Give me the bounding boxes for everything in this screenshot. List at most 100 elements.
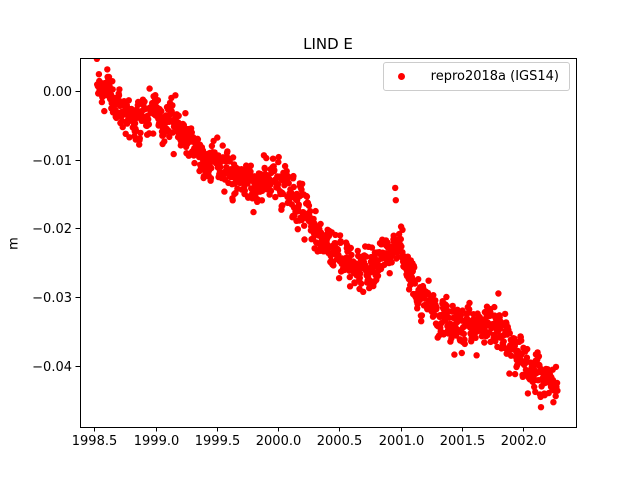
scatter-point bbox=[531, 383, 538, 391]
x-axis-ticks: 1998.5 1999.0 1999.5 2000.0 2000.5 2001.0 2001… bbox=[72, 427, 547, 449]
scatter-point bbox=[241, 187, 248, 194]
scatter-point bbox=[207, 175, 215, 182]
scatter-point bbox=[460, 330, 467, 337]
scatter-point bbox=[397, 235, 404, 243]
scatter-point bbox=[334, 247, 342, 254]
scatter-point-outlier bbox=[392, 184, 399, 192]
scatter-point bbox=[332, 231, 339, 239]
scatter-point bbox=[158, 107, 165, 115]
chart-title: LIND E bbox=[303, 35, 353, 53]
scatter-point bbox=[524, 345, 531, 353]
scatter-point bbox=[305, 202, 313, 209]
x-tick-label: 2002.0 bbox=[501, 434, 547, 449]
scatter-point bbox=[169, 102, 176, 109]
scatter-point bbox=[224, 148, 231, 155]
scatter-point bbox=[295, 201, 302, 208]
scatter-point bbox=[550, 399, 557, 406]
scatter-point bbox=[443, 293, 450, 301]
scatter-point bbox=[415, 276, 422, 283]
x-tick-label: 2000.5 bbox=[317, 434, 363, 449]
scatter-point bbox=[191, 159, 198, 167]
scatter-point bbox=[454, 306, 461, 313]
scatter-point bbox=[208, 164, 215, 172]
scatter-point bbox=[104, 66, 111, 73]
scatter-point bbox=[430, 292, 437, 299]
scatter-points bbox=[93, 58, 561, 411]
scatter-point bbox=[472, 334, 479, 341]
scatter-point-outlier bbox=[399, 226, 406, 233]
legend: repro2018a (IGS14) bbox=[382, 62, 570, 91]
scatter-point bbox=[170, 150, 177, 158]
scatter-point bbox=[271, 167, 278, 174]
scatter-point bbox=[145, 116, 152, 123]
scatter-point bbox=[495, 290, 502, 297]
scatter-point bbox=[275, 158, 282, 166]
y-tick-label: −0.04 bbox=[32, 360, 72, 375]
scatter-point bbox=[457, 312, 464, 319]
scatter-point bbox=[263, 154, 270, 162]
scatter-point bbox=[172, 92, 179, 99]
scatter-point bbox=[554, 387, 561, 394]
scatter-point bbox=[258, 197, 266, 204]
scatter-point bbox=[166, 133, 173, 141]
scatter-point bbox=[346, 273, 353, 281]
scatter-point bbox=[336, 232, 344, 239]
scatter-point bbox=[219, 142, 226, 149]
scatter-point bbox=[137, 129, 144, 137]
scatter-point bbox=[363, 253, 370, 260]
x-tick-label: 1998.5 bbox=[72, 434, 118, 449]
scatter-point bbox=[126, 134, 133, 141]
scatter-point bbox=[154, 97, 162, 104]
scatter-point bbox=[544, 366, 551, 373]
scatter-point bbox=[473, 352, 480, 359]
scatter-point bbox=[466, 299, 473, 307]
scatter-point bbox=[411, 280, 418, 287]
y-axis-label: m bbox=[6, 237, 22, 250]
scatter-point bbox=[552, 392, 559, 400]
legend-marker-dot bbox=[397, 73, 405, 80]
scatter-point bbox=[169, 129, 176, 136]
scatter-point bbox=[519, 373, 526, 380]
scatter-point bbox=[168, 108, 175, 115]
scatter-point bbox=[141, 98, 148, 105]
scatter-point bbox=[283, 167, 290, 175]
scatter-point bbox=[221, 188, 228, 195]
scatter-point bbox=[294, 226, 301, 233]
scatter-point bbox=[433, 304, 440, 311]
scatter-point bbox=[368, 244, 376, 251]
scatter-point bbox=[351, 279, 358, 287]
scatter-point bbox=[118, 118, 126, 125]
scatter-point bbox=[552, 363, 560, 371]
scatter-point bbox=[131, 120, 139, 127]
scatter-point bbox=[553, 379, 561, 387]
scatter-point bbox=[335, 275, 343, 282]
scatter-point bbox=[229, 197, 236, 204]
scatter-point bbox=[152, 92, 159, 99]
scatter-point bbox=[466, 306, 473, 313]
legend-label: repro2018a (IGS14) bbox=[430, 69, 559, 84]
scatter-point bbox=[119, 123, 126, 131]
scatter-point bbox=[506, 370, 513, 377]
scatter-point bbox=[500, 338, 507, 345]
scatter-point bbox=[348, 251, 355, 259]
x-tick-label: 2001.5 bbox=[440, 434, 486, 449]
x-tick-label: 2000.0 bbox=[256, 434, 302, 449]
x-tick-label: 2001.0 bbox=[379, 434, 425, 449]
scatter-point bbox=[347, 244, 354, 252]
scatter-point bbox=[285, 180, 292, 187]
scatter-point bbox=[524, 390, 532, 397]
scatter-point bbox=[303, 193, 311, 200]
scatter-point bbox=[537, 404, 545, 411]
x-tick-label: 1999.5 bbox=[195, 434, 241, 449]
scatter-point bbox=[274, 181, 282, 188]
scatter-point-outlier bbox=[392, 197, 399, 204]
x-tick-label: 1999.0 bbox=[134, 434, 180, 449]
scatter-point bbox=[449, 302, 456, 310]
scatter-point bbox=[501, 310, 509, 318]
scatter-point bbox=[229, 154, 237, 161]
scatter-point bbox=[418, 312, 426, 319]
scatter-point bbox=[281, 162, 289, 170]
scatter-point bbox=[145, 121, 153, 128]
scatter-point bbox=[301, 236, 308, 243]
scatter-point bbox=[175, 112, 182, 120]
